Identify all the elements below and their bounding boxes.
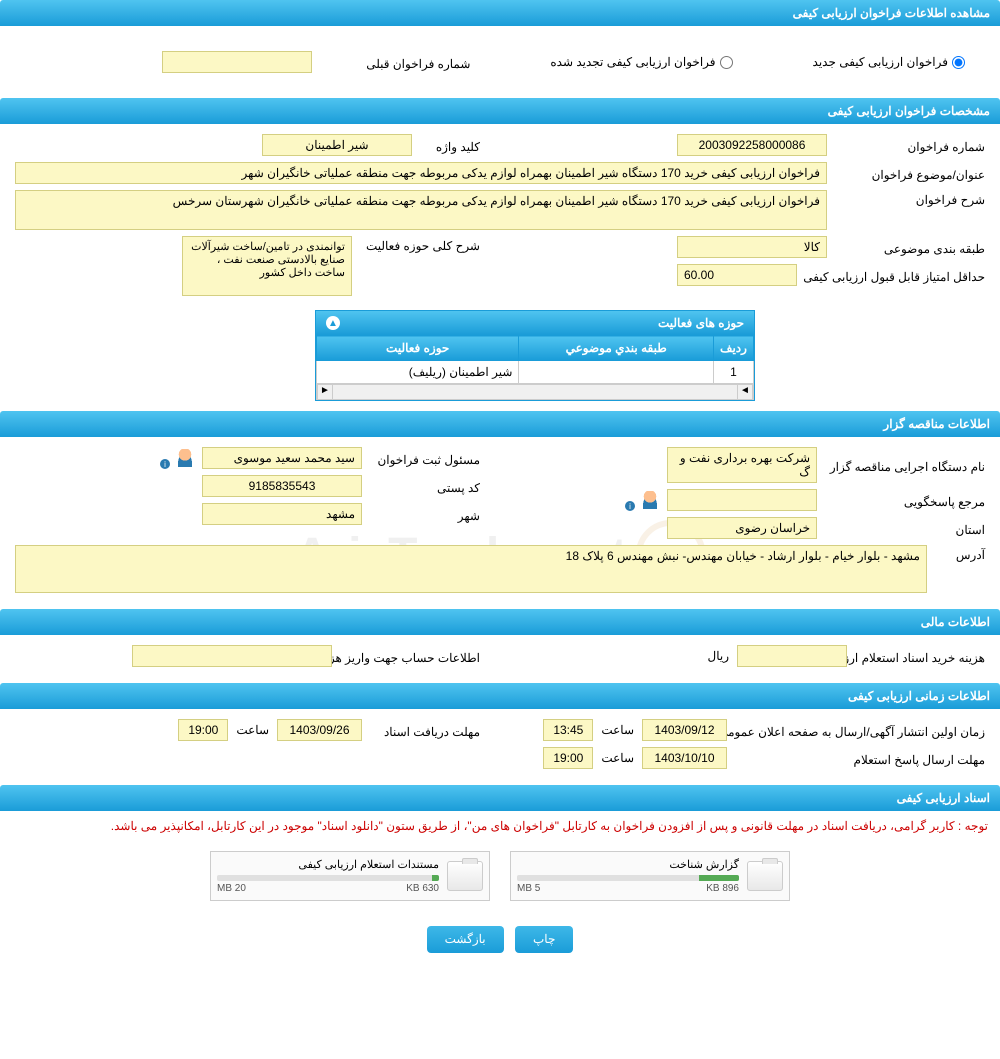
section-body-view-info: فراخوان ارزیابی کیفی جدید فراخوان ارزیاب… [0, 26, 1000, 98]
button-row: چاپ بازگشت [0, 911, 1000, 968]
account-label: اطلاعات حساب جهت واریز هزینه خرید اسناد [340, 648, 480, 665]
response-label: مهلت ارسال پاسخ استعلام [735, 750, 985, 767]
file-name-0: گزارش شناخت [517, 858, 739, 871]
collapse-icon[interactable]: ▲ [326, 316, 340, 330]
info-badge-icon: i [625, 501, 635, 511]
keyword-value: شیر اطمینان [262, 134, 412, 156]
section-header-spec: مشخصات فراخوان ارزیابی کیفی [0, 98, 1000, 124]
info-badge-icon-2: i [160, 459, 170, 469]
publish-label: زمان اولین انتشار آگهی/ارسال به صفحه اعل… [735, 722, 985, 739]
radio-new-call[interactable]: فراخوان ارزیابی کیفی جدید [813, 55, 965, 69]
table-row: 1 شیر اطمینان (ریلیف) [317, 361, 754, 384]
cost-unit: ریال [707, 649, 729, 663]
th-category: طبقه بندي موضوعي [519, 336, 714, 361]
back-button[interactable]: بازگشت [427, 926, 504, 953]
file-bar-1 [432, 875, 439, 881]
radio-renewed-label: فراخوان ارزیابی کیفی تجدید شده [550, 55, 715, 69]
radio-new-input[interactable] [952, 56, 965, 69]
response-time: 19:00 [543, 747, 593, 769]
keyword-label: کلید واژه [420, 137, 480, 154]
file-bar-0 [699, 875, 739, 881]
minscore-value: 60.00 [677, 264, 797, 286]
cell-scope: شیر اطمینان (ریلیف) [317, 361, 519, 384]
section-header-docs: اسناد ارزیابی کیفی [0, 785, 1000, 811]
section-header-view-info: مشاهده اطلاعات فراخوان ارزیابی کیفی [0, 0, 1000, 26]
radio-renewed-input[interactable] [720, 56, 733, 69]
print-button[interactable]: چاپ [515, 926, 573, 953]
cost-value [737, 645, 847, 667]
section-body-financial: هزینه خرید اسناد استعلام ارزیابی کیفی ری… [0, 635, 1000, 683]
title-value: فراخوان ارزیابی کیفی خرید 170 دستگاه شیر… [15, 162, 827, 184]
title-label: عنوان/موضوع فراخوان [835, 165, 985, 182]
registrar-label: مسئول ثبت فراخوان [370, 450, 480, 467]
deadline-label: مهلت دریافت اسناد [370, 722, 480, 739]
section-body-timing: زمان اولین انتشار آگهی/ارسال به صفحه اعل… [0, 709, 1000, 785]
user-icon [641, 491, 659, 509]
time-word-3: ساعت [236, 723, 269, 737]
th-scope: حوزه فعاليت [317, 336, 519, 361]
cost-label: هزینه خرید اسناد استعلام ارزیابی کیفی [855, 648, 985, 665]
file-size-0: 896 KB [706, 883, 739, 894]
section-body-bidder: نام دستگاه اجرایی مناقصه گزار شرکت بهره … [0, 437, 1000, 609]
user-icon-2 [176, 449, 194, 467]
city-label: شهر [370, 506, 480, 523]
folder-icon [747, 861, 783, 891]
registrar-value: سید محمد سعید موسوی [202, 447, 362, 469]
file-name-1: مستندات استعلام ارزیابی کیفی [217, 858, 439, 871]
section-header-financial: اطلاعات مالی [0, 609, 1000, 635]
cell-cat [519, 361, 714, 384]
prev-call-value [162, 51, 312, 73]
scope-label: شرح کلی حوزه فعالیت [360, 236, 480, 253]
scroll-left-icon[interactable]: ◄ [737, 385, 753, 399]
section-header-bidder: اطلاعات مناقصه گزار [0, 411, 1000, 437]
file-box-1[interactable]: مستندات استعلام ارزیابی کیفی 630 KB 20 M… [210, 851, 490, 901]
org-value: شرکت بهره برداری نفت و گ [667, 447, 817, 483]
province-label: استان [825, 520, 985, 537]
address-value: مشهد - بلوار خیام - بلوار ارشاد - خیابان… [15, 545, 927, 593]
account-value [132, 645, 332, 667]
radio-renewed-call[interactable]: فراخوان ارزیابی کیفی تجدید شده [550, 55, 732, 69]
publish-time: 13:45 [543, 719, 593, 741]
call-no-label: شماره فراخوان [835, 137, 985, 154]
address-label: آدرس [935, 545, 985, 562]
scroll-right-icon[interactable]: ► [317, 385, 333, 399]
th-row: ردیف [714, 336, 754, 361]
category-label: طبقه بندی موضوعی [835, 239, 985, 256]
activity-table: حوزه های فعالیت ▲ ردیف طبقه بندي موضوعي … [315, 310, 755, 401]
minscore-label: حداقل امتیاز قابل قبول ارزیابی کیفی [805, 267, 985, 284]
city-value: مشهد [202, 503, 362, 525]
section-body-spec: شماره فراخوان 2003092258000086 کلید واژه… [0, 124, 1000, 411]
file-size-1: 630 KB [406, 883, 439, 894]
folder-icon-1 [447, 861, 483, 891]
file-total-0: 5 MB [517, 883, 540, 894]
responder-value [667, 489, 817, 511]
cell-n: 1 [714, 361, 754, 384]
desc-label: شرح فراخوان [835, 190, 985, 207]
category-value: کالا [677, 236, 827, 258]
deadline-date: 1403/09/26 [277, 719, 362, 741]
file-box-0[interactable]: گزارش شناخت 896 KB 5 MB [510, 851, 790, 901]
scope-value: توانمندی در تامین/ساخت شیرآلات صنایع بال… [182, 236, 352, 296]
postal-value: 9185835543 [202, 475, 362, 497]
province-value: خراسان رضوی [667, 517, 817, 539]
file-row: گزارش شناخت 896 KB 5 MB مستندات استعلام … [0, 841, 1000, 911]
prev-call-label: شماره فراخوان قبلی [320, 54, 470, 71]
table-scrollbar[interactable]: ◄ ► [316, 384, 754, 400]
responder-label: مرجع پاسخگویی [825, 492, 985, 509]
activity-table-title: حوزه های فعالیت [658, 316, 744, 330]
publish-date: 1403/09/12 [642, 719, 727, 741]
docs-notice: توجه : کاربر گرامی، دریافت اسناد در مهلت… [0, 811, 1000, 841]
desc-value: فراخوان ارزیابی کیفی خرید 170 دستگاه شیر… [15, 190, 827, 230]
response-date: 1403/10/10 [642, 747, 727, 769]
time-word-1: ساعت [601, 723, 634, 737]
radio-new-label: فراخوان ارزیابی کیفی جدید [813, 55, 948, 69]
call-no-value: 2003092258000086 [677, 134, 827, 156]
file-total-1: 20 MB [217, 883, 246, 894]
deadline-time: 19:00 [178, 719, 228, 741]
org-label: نام دستگاه اجرایی مناقصه گزار [825, 457, 985, 474]
section-header-timing: اطلاعات زمانی ارزیابی کیفی [0, 683, 1000, 709]
postal-label: کد پستی [370, 478, 480, 495]
time-word-2: ساعت [601, 751, 634, 765]
